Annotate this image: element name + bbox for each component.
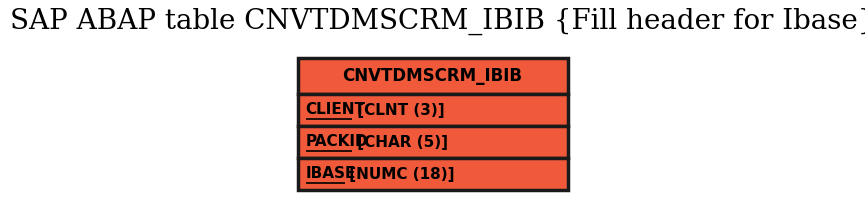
Text: SAP ABAP table CNVTDMSCRM_IBIB {Fill header for Ibase}: SAP ABAP table CNVTDMSCRM_IBIB {Fill hea… (10, 8, 865, 35)
Bar (298, 94, 567, 126)
Bar (298, 158, 567, 190)
Text: [CHAR (5)]: [CHAR (5)] (352, 135, 448, 149)
Text: IBASE: IBASE (305, 167, 356, 181)
Text: [NUMC (18)]: [NUMC (18)] (344, 167, 455, 181)
Text: CNVTDMSCRM_IBIB: CNVTDMSCRM_IBIB (343, 67, 522, 85)
Bar (298, 126, 567, 158)
Text: [CLNT (3)]: [CLNT (3)] (352, 102, 445, 117)
Bar (298, 58, 567, 94)
Text: CLIENT: CLIENT (305, 102, 366, 117)
Text: PACKID: PACKID (305, 135, 368, 149)
